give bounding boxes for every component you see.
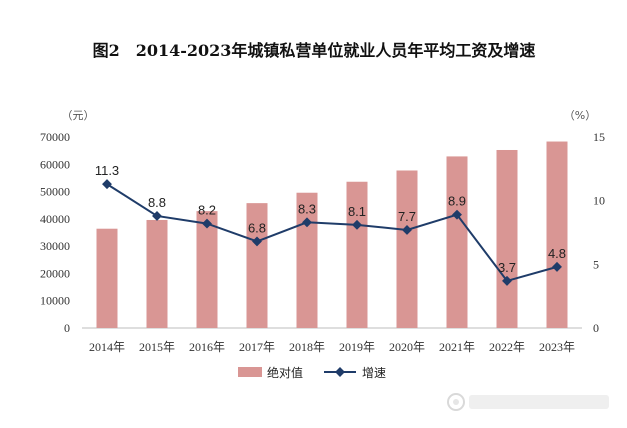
data-label: 8.2 (198, 203, 216, 218)
x-tick-label: 2014年 (89, 340, 125, 354)
y-left-tick-label: 50000 (40, 185, 70, 199)
bar (246, 203, 268, 328)
data-label: 8.9 (448, 194, 466, 209)
bar (296, 192, 318, 328)
bar (546, 141, 568, 328)
legend-line-marker (335, 367, 345, 377)
x-tick-label: 2023年 (539, 340, 575, 354)
line-series: 11.3 8.8 8.2 6.8 8.3 8.1 7.7 8.9 3.7 4.8 (95, 163, 566, 286)
x-tick-label: 2017年 (239, 340, 275, 354)
data-point (202, 218, 212, 229)
legend-label-growth: 增速 (362, 366, 386, 380)
chart-title: 图2 2014-2023年城镇私营单位就业人员年平均工资及增速 (93, 41, 536, 60)
data-point (502, 275, 512, 286)
data-label: 8.3 (298, 201, 316, 216)
x-tick-label: 2015年 (139, 340, 175, 354)
x-tick-label: 2016年 (189, 340, 225, 354)
data-label: 8.8 (148, 195, 166, 210)
legend-label-absolute: 绝对值 (267, 365, 303, 380)
legend-bar-swatch (238, 367, 262, 377)
y-right-tick-label: 0 (593, 321, 599, 335)
bar (346, 181, 368, 328)
data-point (302, 217, 312, 228)
data-point (402, 225, 412, 235)
y-left-tick-label: 70000 (40, 130, 70, 144)
y-left-tick-label: 10000 (40, 294, 70, 308)
x-tick-label: 2018年 (289, 340, 325, 354)
y-right-tick-label: 15 (593, 130, 605, 144)
right-axis-unit: （%） (564, 109, 596, 122)
data-point (102, 179, 112, 190)
bar (396, 170, 418, 328)
y-right-tick-label: 5 (593, 257, 599, 271)
x-tick-labels: 2014年 2015年 2016年 2017年 2018年 2019年 2020年 2021年… (89, 340, 575, 354)
y-right-tick-label: 10 (593, 194, 605, 208)
data-label: 11.3 (95, 163, 119, 178)
y-left-tick-label: 0 (64, 321, 70, 335)
x-tick-label: 2022年 (489, 340, 525, 354)
data-point (152, 210, 162, 221)
x-tick-label: 2021年 (439, 340, 475, 354)
left-axis-unit: （元） (62, 109, 95, 122)
watermark-bar (469, 395, 609, 409)
data-point (352, 219, 362, 230)
axes: 0 10000 20000 30000 40000 50000 60000 70000 0 5 10… (40, 130, 605, 335)
bar (446, 156, 468, 328)
y-left-tick-label: 40000 (40, 212, 70, 226)
y-left-tick-label: 60000 (40, 157, 70, 171)
data-point (452, 209, 462, 220)
growth-line (106, 183, 558, 283)
data-label: 6.8 (248, 220, 266, 235)
data-point (552, 261, 562, 272)
bar (496, 149, 518, 328)
data-label: 7.7 (398, 209, 416, 224)
bar (96, 228, 118, 328)
legend: 绝对值 增速 (238, 365, 386, 380)
bar-series (96, 141, 568, 328)
data-point (252, 236, 262, 247)
watermark-logo-icon (447, 393, 465, 411)
x-tick-label: 2020年 (389, 340, 425, 354)
watermark (447, 393, 609, 411)
data-label: 3.7 (498, 260, 516, 275)
data-label: 8.1 (348, 204, 366, 219)
y-left-tick-label: 30000 (40, 239, 70, 253)
x-tick-label: 2019年 (339, 340, 375, 354)
bar (196, 211, 218, 328)
bar (146, 219, 168, 328)
y-left-tick-label: 20000 (40, 266, 70, 280)
data-label: 4.8 (548, 246, 566, 261)
